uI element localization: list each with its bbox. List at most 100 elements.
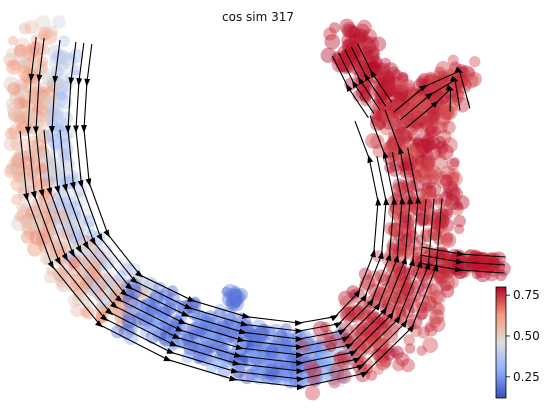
cell-point (376, 62, 391, 77)
cell-point (438, 107, 451, 119)
cell-point (341, 21, 358, 38)
cell-point (430, 125, 441, 137)
streamline (421, 246, 506, 258)
cell-point (439, 274, 456, 291)
cell-point (29, 41, 46, 57)
cell-point (440, 280, 452, 292)
cell-point (371, 36, 387, 52)
cell-point (469, 56, 481, 68)
cell-point (13, 113, 26, 127)
cell-point (344, 37, 359, 52)
cell-point (433, 143, 448, 158)
cell-point (14, 211, 25, 222)
cell-point (440, 232, 457, 248)
cell-point (9, 161, 24, 175)
cell-point (343, 47, 356, 59)
cell-point (352, 28, 368, 43)
cell-point (479, 260, 491, 271)
cell-point (416, 345, 427, 356)
cell-point (443, 180, 459, 196)
cell-point (320, 47, 336, 63)
cell-point (437, 144, 454, 160)
cell-point (422, 249, 433, 260)
cell-point (356, 321, 371, 337)
cell-point (17, 176, 30, 189)
cell-point (3, 76, 19, 93)
cell-point (477, 262, 489, 274)
cell-point (350, 46, 362, 58)
cell-point (10, 155, 23, 168)
cell-point (347, 26, 361, 39)
cell-point (463, 250, 477, 263)
cell-point (441, 204, 454, 217)
cell-point (472, 252, 489, 269)
cell-point (15, 37, 30, 53)
cell-point (436, 246, 448, 258)
cell-point (421, 137, 436, 152)
cell-point (3, 52, 18, 67)
cell-point (424, 323, 438, 337)
cell-point (55, 59, 69, 72)
cell-point (18, 22, 31, 35)
cell-point (8, 59, 20, 71)
cell-point (52, 15, 66, 29)
cell-point (13, 97, 28, 111)
cell-point (357, 35, 373, 51)
cell-point (13, 51, 29, 67)
streamline (338, 52, 375, 115)
cell-point (13, 171, 26, 184)
cell-point (472, 257, 489, 274)
cell-point (395, 79, 408, 92)
cell-point (386, 323, 400, 336)
cell-point (466, 71, 482, 87)
cell-point (267, 352, 281, 366)
cell-point (380, 57, 391, 69)
cell-point (449, 187, 460, 198)
cell-point (355, 23, 370, 38)
cell-point (436, 71, 449, 84)
cell-point (10, 161, 26, 177)
cell-point (436, 129, 452, 145)
cell-point (6, 59, 22, 75)
cell-point (478, 251, 489, 263)
cell-point (37, 26, 53, 41)
cell-point (445, 275, 459, 289)
cell-point (8, 124, 24, 139)
cell-point (357, 32, 368, 43)
cell-point (13, 83, 29, 99)
cell-point (344, 44, 356, 56)
cell-point (434, 112, 450, 129)
streamline (344, 49, 381, 111)
cell-point (447, 100, 459, 112)
cell-point (339, 48, 355, 64)
cell-point (349, 31, 362, 44)
cell-point (367, 47, 381, 61)
cell-point (449, 157, 460, 168)
cell-point (361, 28, 377, 45)
cell-point (367, 56, 383, 72)
cell-point (365, 49, 380, 65)
cell-point (370, 134, 385, 149)
chart-title: cos sim 317 (222, 10, 294, 24)
streamline (419, 254, 506, 266)
cell-point (351, 58, 362, 69)
cell-point (350, 59, 367, 76)
cell-point (55, 59, 69, 74)
cell-point (441, 120, 456, 135)
cell-point (447, 186, 463, 202)
cell-point (349, 37, 360, 48)
cell-point (8, 164, 20, 176)
cell-point (469, 257, 484, 271)
cell-point (35, 63, 47, 74)
cell-point (353, 32, 367, 45)
cell-point (324, 33, 341, 50)
streamline (418, 262, 505, 274)
cell-point (366, 45, 380, 58)
cell-point (455, 195, 470, 210)
cell-point (95, 311, 108, 323)
cell-point (120, 280, 132, 291)
cell-point (6, 101, 23, 118)
cell-point (9, 89, 25, 105)
cell-point (13, 43, 28, 59)
cell-point (14, 78, 28, 92)
